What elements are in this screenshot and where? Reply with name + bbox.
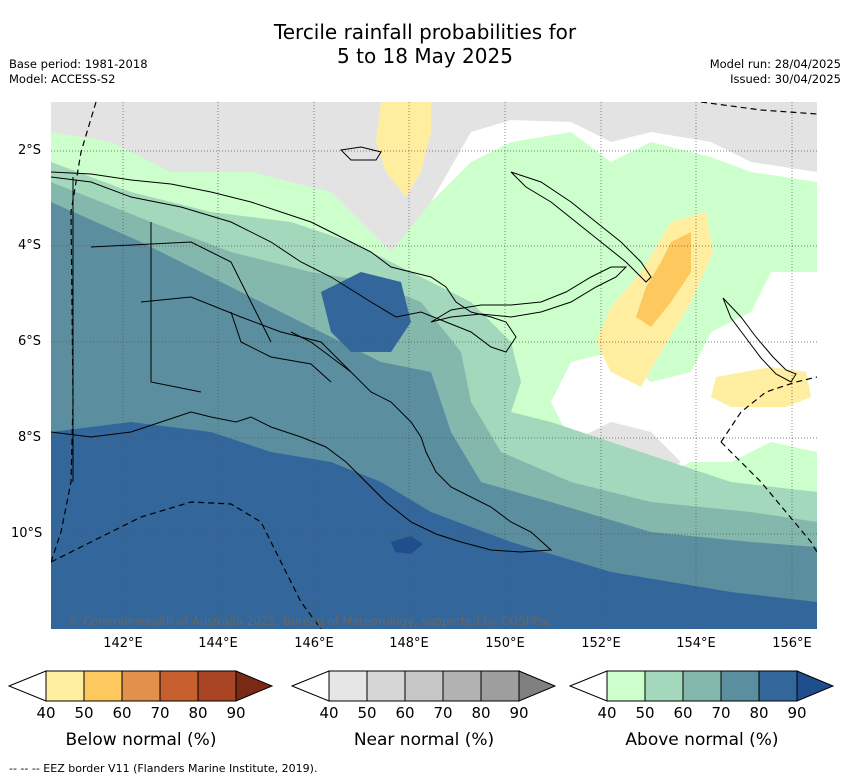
lon-label-142e: 142°E xyxy=(103,636,143,651)
graticule xyxy=(51,102,817,629)
colorbar-above-80 xyxy=(759,671,797,701)
admin-boundary-5 xyxy=(230,311,332,383)
eez-border-northeast xyxy=(700,102,817,115)
colorbar-below-50 xyxy=(84,671,122,701)
tick-label: 80 xyxy=(188,704,208,722)
lat-label-2s: 2°S xyxy=(18,143,42,158)
above-normal-80 xyxy=(51,422,817,629)
tick-label: 80 xyxy=(749,704,769,722)
legend-title-above: Above normal (%) xyxy=(625,730,779,750)
tick-label: 60 xyxy=(673,704,693,722)
meta-left: Base period: 1981-2018 Model: ACCESS-S2 xyxy=(9,57,148,87)
colorbar-below-under xyxy=(8,670,47,702)
colorbar-above-over xyxy=(796,670,835,702)
tick-label: 80 xyxy=(471,704,491,722)
above-normal-90 xyxy=(391,536,423,554)
model-run: Model run: 28/04/2025 xyxy=(709,57,841,71)
colorbar-near-normal xyxy=(291,670,557,702)
eez-border-east xyxy=(720,376,817,443)
bougainville-coast xyxy=(722,297,797,383)
lon-label-150e: 150°E xyxy=(485,636,525,651)
near-normal-region-north xyxy=(51,102,817,272)
legend-title-near: Near normal (%) xyxy=(353,730,495,750)
png-south-coast xyxy=(51,331,553,553)
eez-borders xyxy=(51,102,817,629)
colorbar-near-under xyxy=(291,670,330,702)
colorbar-below-over xyxy=(235,670,274,702)
above-normal-80-inland xyxy=(321,272,411,352)
colorbar-near-80 xyxy=(481,671,519,701)
title-line-2: 5 to 18 May 2025 xyxy=(337,44,513,68)
legend-above-normal xyxy=(569,670,835,704)
legend-below-normal xyxy=(8,670,274,704)
tick-label: 40 xyxy=(36,704,56,722)
tick-label: 40 xyxy=(319,704,339,722)
tick-label: 40 xyxy=(597,704,617,722)
tick-label: 50 xyxy=(74,704,94,722)
colorbar-above-60 xyxy=(683,671,721,701)
below-normal-40-north xyxy=(376,102,431,197)
model-name: Model: ACCESS-S2 xyxy=(9,72,116,86)
eez-border-southeast xyxy=(720,441,817,553)
colorbar-near-over xyxy=(518,670,557,702)
colorbar-above-50 xyxy=(645,671,683,701)
colorbar-above-70 xyxy=(721,671,759,701)
meta-right: Model run: 28/04/2025 Issued: 30/04/2025 xyxy=(710,57,841,87)
admin-boundary-3 xyxy=(90,241,272,343)
lon-label-148e: 148°E xyxy=(389,636,429,651)
colorbar-near-40 xyxy=(329,671,367,701)
tick-label: 70 xyxy=(150,704,170,722)
tick-label: 60 xyxy=(395,704,415,722)
rainfall-map xyxy=(51,102,817,629)
title-line-1: Tercile rainfall probabilities for xyxy=(273,20,577,44)
new-britain-coast xyxy=(430,266,628,323)
legend-near-normal xyxy=(291,670,557,704)
new-guinea-coast xyxy=(51,171,517,353)
lon-label-152e: 152°E xyxy=(581,636,621,651)
eez-border-south xyxy=(51,501,322,629)
lat-label-8s: 8°S xyxy=(18,430,42,445)
colorbar-below-80 xyxy=(198,671,236,701)
map-canvas xyxy=(51,102,817,629)
new-ireland-coast xyxy=(510,171,652,283)
lon-label-154e: 154°E xyxy=(676,636,716,651)
below-normal-50-east xyxy=(636,232,691,327)
tick-label: 50 xyxy=(357,704,377,722)
colorbar-above-under xyxy=(569,670,608,702)
lat-label-6s: 6°S xyxy=(18,334,42,349)
colorbar-below-70 xyxy=(160,671,198,701)
base-period: Base period: 1981-2018 xyxy=(9,57,148,71)
colorbar-below-40 xyxy=(46,671,84,701)
coastlines xyxy=(51,146,797,553)
lat-label-4s: 4°S xyxy=(18,238,42,253)
colorbar-near-50 xyxy=(367,671,405,701)
colorbar-near-60 xyxy=(405,671,443,701)
tick-label: 90 xyxy=(509,704,529,722)
manus-coast xyxy=(339,146,382,161)
tick-label: 50 xyxy=(635,704,655,722)
lon-label-146e: 146°E xyxy=(294,636,334,651)
colorbar-above-normal xyxy=(569,670,835,702)
lon-label-144e: 144°E xyxy=(198,636,238,651)
colorbar-near-70 xyxy=(443,671,481,701)
tick-label: 90 xyxy=(226,704,246,722)
admin-boundary-4 xyxy=(140,296,352,373)
lon-label-156e: 156°E xyxy=(772,636,812,651)
admin-boundary-2 xyxy=(150,222,202,393)
copyright-notice: © Commonwealth of Australia 2025, Bureau… xyxy=(68,614,553,628)
colorbar-below-60 xyxy=(122,671,160,701)
below-normal-40-southeast xyxy=(711,367,811,407)
lat-label-10s: 10°S xyxy=(11,526,43,541)
tick-label: 90 xyxy=(787,704,807,722)
colorbar-above-40 xyxy=(607,671,645,701)
eez-border-west xyxy=(51,102,97,563)
eez-footnote: -- -- -- EEZ border V11 (Flanders Marine… xyxy=(9,762,318,775)
tick-label: 70 xyxy=(433,704,453,722)
tick-label: 60 xyxy=(112,704,132,722)
colorbar-below-normal xyxy=(8,670,274,702)
legend-title-below: Below normal (%) xyxy=(65,730,217,750)
issued-date: Issued: 30/04/2025 xyxy=(730,72,841,86)
tick-label: 70 xyxy=(711,704,731,722)
